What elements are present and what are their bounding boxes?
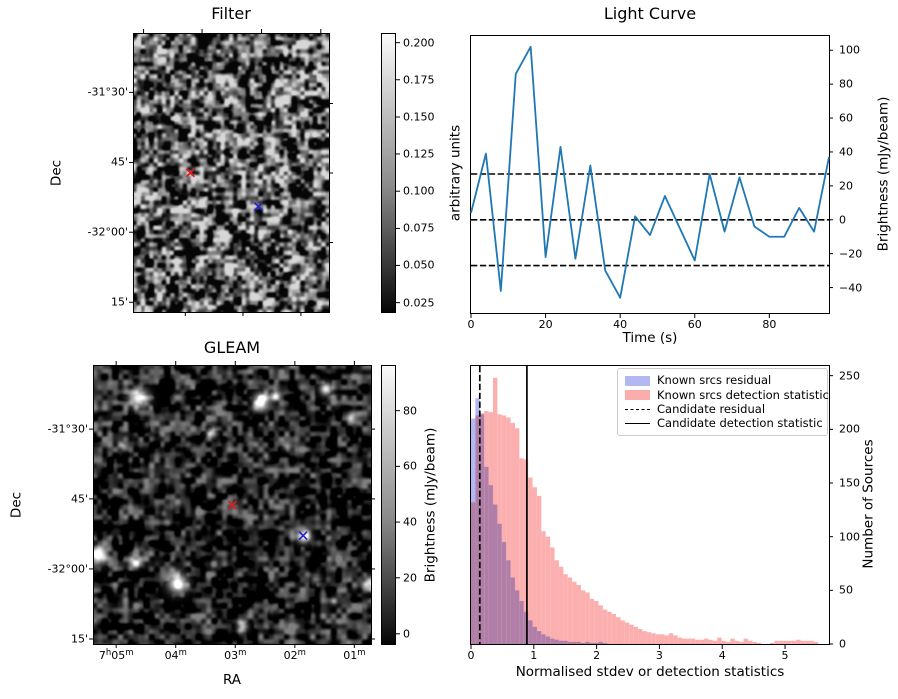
lightcurve-xtick-label: 40 <box>613 318 628 331</box>
gleam-ytick-label: -32°00' <box>47 562 89 576</box>
superscript: m <box>178 648 187 658</box>
filter-colorbar-tick-label: 0.200 <box>403 36 435 50</box>
gleam-xlabel: RA <box>222 672 242 688</box>
legend-dashed-line-sample <box>625 408 650 410</box>
filter-ylabel: Dec <box>48 159 65 187</box>
gleam-colorbar-label: Brightness (mJy/beam) <box>422 427 439 583</box>
gleam-ylabel: Dec <box>8 491 25 519</box>
gleam-colorbar-tick-label: 20 <box>403 571 417 585</box>
tick-text: 04 <box>164 649 179 662</box>
hist-ytick-label: 100 <box>839 530 860 544</box>
gleam-colorbar-tick-label: 0 <box>403 627 410 641</box>
lightcurve-xtick-label: 60 <box>687 318 702 331</box>
hist-ytick-label: 50 <box>839 583 853 597</box>
gleam-xtick-label: 04m <box>164 648 187 662</box>
filter-colorbar-tick-label: 0.125 <box>403 147 435 161</box>
filter-title: Filter <box>211 4 251 23</box>
lightcurve-ytick-label: 60 <box>839 111 853 125</box>
filter-colorbar-tick-label: 0.150 <box>403 110 435 124</box>
gleam-colorbar <box>381 365 396 645</box>
legend-label: Candidate residual <box>657 401 766 416</box>
legend-patch-detection <box>625 390 650 401</box>
legend-row: Known srcs residual <box>625 374 820 388</box>
filter-colorbar-label: arbitrary units <box>447 124 464 222</box>
lightcurve-ytick-label: −20 <box>839 247 863 261</box>
tick-text: 05 <box>111 649 126 662</box>
legend-patch-residual <box>625 376 650 387</box>
lightcurve-ytick-label: 0 <box>839 213 846 227</box>
superscript: h <box>105 648 112 658</box>
gleam-xtick-label: 7h05m <box>98 648 134 662</box>
hist-ytick-label: 0 <box>839 637 846 651</box>
tick-text: 7 <box>98 649 106 662</box>
legend-row: Candidate detection statistic <box>625 415 823 431</box>
filter-colorbar-tick-label: 0.100 <box>403 184 435 198</box>
hist-xtick-label: 0 <box>467 649 475 662</box>
lightcurve-ytick-label: 80 <box>839 77 853 91</box>
hist-ylabel: Number of Sources <box>860 439 877 569</box>
hist-xtick-label: 1 <box>530 649 538 662</box>
superscript: m <box>125 648 134 658</box>
gleam-image-frame <box>93 365 372 645</box>
filter-image-frame <box>133 33 330 313</box>
lightcurve-title: Light Curve <box>603 4 697 23</box>
superscript: m <box>238 648 247 658</box>
lightcurve-ylabel: Brightness (mJy/beam) <box>875 96 892 252</box>
gleam-xtick-label: 02m <box>283 648 306 662</box>
filter-ytick-label: -32°00' <box>87 225 129 239</box>
hist-xlabel: Normalised stdev or detection statistics <box>515 664 785 680</box>
tick-text: 03 <box>224 649 239 662</box>
filter-ytick-label: -31°30' <box>87 85 129 99</box>
tick-text: 01 <box>343 649 358 662</box>
lightcurve-ytick-label: 20 <box>839 179 853 193</box>
gleam-ytick-label: 15' <box>70 632 88 646</box>
legend-label: Known srcs detection statistic <box>657 387 829 402</box>
gleam-colorbar-tick-label: 80 <box>403 404 417 418</box>
lightcurve-xtick-label: 20 <box>538 318 553 331</box>
lightcurve-ytick-label: 100 <box>839 43 860 57</box>
gleam-colorbar-tick-label: 60 <box>403 459 417 473</box>
superscript: m <box>297 648 306 658</box>
filter-colorbar-tick-label: 0.175 <box>403 73 435 87</box>
gleam-ytick-label: -31°30' <box>47 422 89 436</box>
gleam-image <box>94 366 371 644</box>
legend-solid-line-sample <box>625 423 650 425</box>
hist-xtick-label: 5 <box>781 649 789 662</box>
hist-xtick-label: 4 <box>718 649 726 662</box>
tick-text: 02 <box>283 649 298 662</box>
gleam-xtick-label: 03m <box>224 648 247 662</box>
hist-xtick-label: 3 <box>655 649 663 662</box>
filter-image <box>134 34 329 312</box>
filter-colorbar-tick-label: 0.075 <box>403 221 435 235</box>
hist-legend: Known srcs residual Known srcs detection… <box>617 368 829 436</box>
legend-label: Candidate detection statistic <box>657 415 823 430</box>
lightcurve-ytick-label: 40 <box>839 145 853 159</box>
filter-colorbar-tick-label: 0.050 <box>403 258 435 272</box>
filter-ytick-label: 15' <box>110 295 128 309</box>
lightcurve-xtick-label: 80 <box>762 318 777 331</box>
filter-colorbar <box>381 33 396 313</box>
hist-xtick-label: 2 <box>593 649 601 662</box>
gleam-colorbar-tick-label: 40 <box>403 515 417 529</box>
gleam-ytick-label: 45' <box>70 492 88 506</box>
lightcurve-plot-frame <box>470 35 830 314</box>
superscript: m <box>357 648 366 658</box>
legend-label: Known srcs residual <box>657 373 772 388</box>
filter-ytick-label: 45' <box>110 155 128 169</box>
lightcurve-ytick-label: −40 <box>839 281 863 295</box>
hist-ytick-label: 250 <box>839 369 860 383</box>
lightcurve-xlabel: Time (s) <box>622 330 678 346</box>
legend-row: Candidate residual <box>625 402 820 416</box>
legend-row: Known srcs detection statistic <box>625 388 829 402</box>
gleam-xtick-label: 01m <box>343 648 366 662</box>
lightcurve-xtick-label: 0 <box>467 318 475 331</box>
gleam-title: GLEAM <box>203 338 261 357</box>
hist-ytick-label: 200 <box>839 422 860 436</box>
hist-ytick-label: 150 <box>839 476 860 490</box>
filter-colorbar-tick-label: 0.025 <box>403 296 435 310</box>
